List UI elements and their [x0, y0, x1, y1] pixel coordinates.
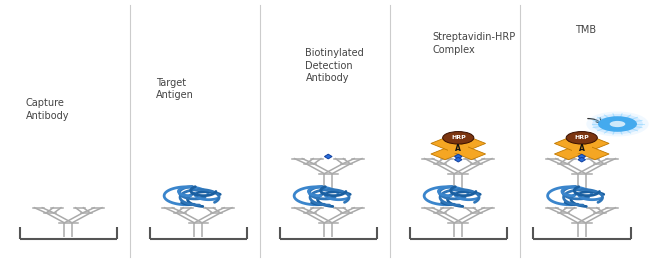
Text: HRP: HRP	[575, 135, 589, 140]
Text: Capture
Antibody: Capture Antibody	[26, 99, 70, 121]
Polygon shape	[454, 154, 462, 159]
Text: A: A	[578, 144, 585, 153]
Polygon shape	[554, 138, 609, 160]
Polygon shape	[578, 154, 586, 159]
Polygon shape	[431, 138, 486, 160]
Circle shape	[598, 116, 637, 132]
Polygon shape	[448, 145, 468, 153]
Polygon shape	[572, 145, 592, 153]
Text: HRP: HRP	[451, 135, 465, 140]
Circle shape	[586, 112, 649, 136]
Circle shape	[443, 132, 474, 144]
Polygon shape	[454, 157, 462, 162]
Polygon shape	[324, 154, 332, 159]
Text: A: A	[455, 144, 461, 153]
Circle shape	[566, 132, 597, 144]
Circle shape	[610, 121, 625, 127]
Polygon shape	[431, 138, 486, 160]
Text: Biotinylated
Detection
Antibody: Biotinylated Detection Antibody	[306, 48, 364, 83]
Text: Target
Antigen: Target Antigen	[156, 78, 194, 100]
Polygon shape	[554, 138, 609, 160]
Text: TMB: TMB	[575, 25, 597, 35]
Polygon shape	[578, 157, 586, 162]
Text: Streptavidin-HRP
Complex: Streptavidin-HRP Complex	[432, 32, 515, 55]
Circle shape	[592, 114, 643, 134]
